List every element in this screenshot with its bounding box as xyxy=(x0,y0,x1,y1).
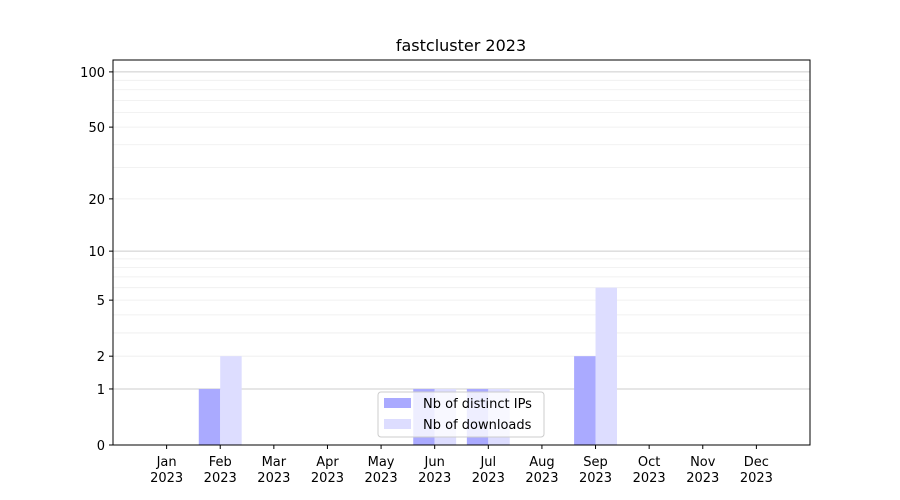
x-tick-label-month: Sep xyxy=(583,455,608,470)
x-tick-label-year: 2023 xyxy=(472,471,505,486)
legend-label-ips: Nb of distinct IPs xyxy=(423,397,532,412)
bar-downloads xyxy=(595,287,617,445)
x-tick-label-month: Jun xyxy=(424,455,445,470)
x-tick-label-month: Jul xyxy=(479,455,496,470)
legend-box xyxy=(377,391,545,438)
axes-frame xyxy=(112,59,811,446)
x-tick-label-month: Apr xyxy=(316,455,339,470)
x-tick-label-year: 2023 xyxy=(579,471,612,486)
x-tick-label-month: Jan xyxy=(156,455,177,470)
x-tick-label-year: 2023 xyxy=(418,471,451,486)
x-tick-label-month: Dec xyxy=(744,455,769,470)
x-tick-label-year: 2023 xyxy=(150,471,183,486)
x-tick-label-month: May xyxy=(368,455,395,470)
chart-title: fastcluster 2023 xyxy=(396,36,526,55)
y-tick-label: 2 xyxy=(97,350,105,365)
bar-ips xyxy=(574,356,596,445)
legend-swatch-ips xyxy=(384,398,411,408)
y-tick-label: 5 xyxy=(97,294,105,309)
x-tick-label-year: 2023 xyxy=(365,471,398,486)
bar-ips xyxy=(198,388,221,445)
x-tick-label-year: 2023 xyxy=(525,471,558,486)
y-tick-label: 20 xyxy=(88,193,105,208)
y-tick-label: 50 xyxy=(88,121,105,136)
x-tick-label-month: Oct xyxy=(638,455,660,470)
x-tick-label-year: 2023 xyxy=(311,471,344,486)
x-tick-label-year: 2023 xyxy=(740,471,773,486)
y-tick-label: 100 xyxy=(80,66,105,81)
legend-swatch-downloads xyxy=(384,419,411,429)
x-tick-label-month: Feb xyxy=(209,455,232,470)
x-tick-label-year: 2023 xyxy=(686,471,719,486)
bar-downloads xyxy=(220,356,242,445)
legend: Nb of distinct IPs Nb of downloads xyxy=(377,391,545,438)
y-tick-label: 10 xyxy=(88,245,105,260)
x-tick-label-month: Aug xyxy=(529,455,554,470)
x-axis: Jan2023Feb2023Mar2023Apr2023May2023Jun20… xyxy=(150,445,773,486)
legend-label-downloads: Nb of downloads xyxy=(423,418,532,433)
y-tick-label: 0 xyxy=(97,439,105,454)
x-tick-label-year: 2023 xyxy=(633,471,666,486)
x-tick-label-year: 2023 xyxy=(204,471,237,486)
grid xyxy=(113,71,810,390)
y-axis: 0 1 2 5 10 20 50 100 xyxy=(80,66,113,454)
y-tick-label: 1 xyxy=(97,383,105,398)
x-tick-label-month: Nov xyxy=(690,455,716,470)
x-tick-label-month: Mar xyxy=(262,455,287,470)
x-tick-label-year: 2023 xyxy=(257,471,290,486)
